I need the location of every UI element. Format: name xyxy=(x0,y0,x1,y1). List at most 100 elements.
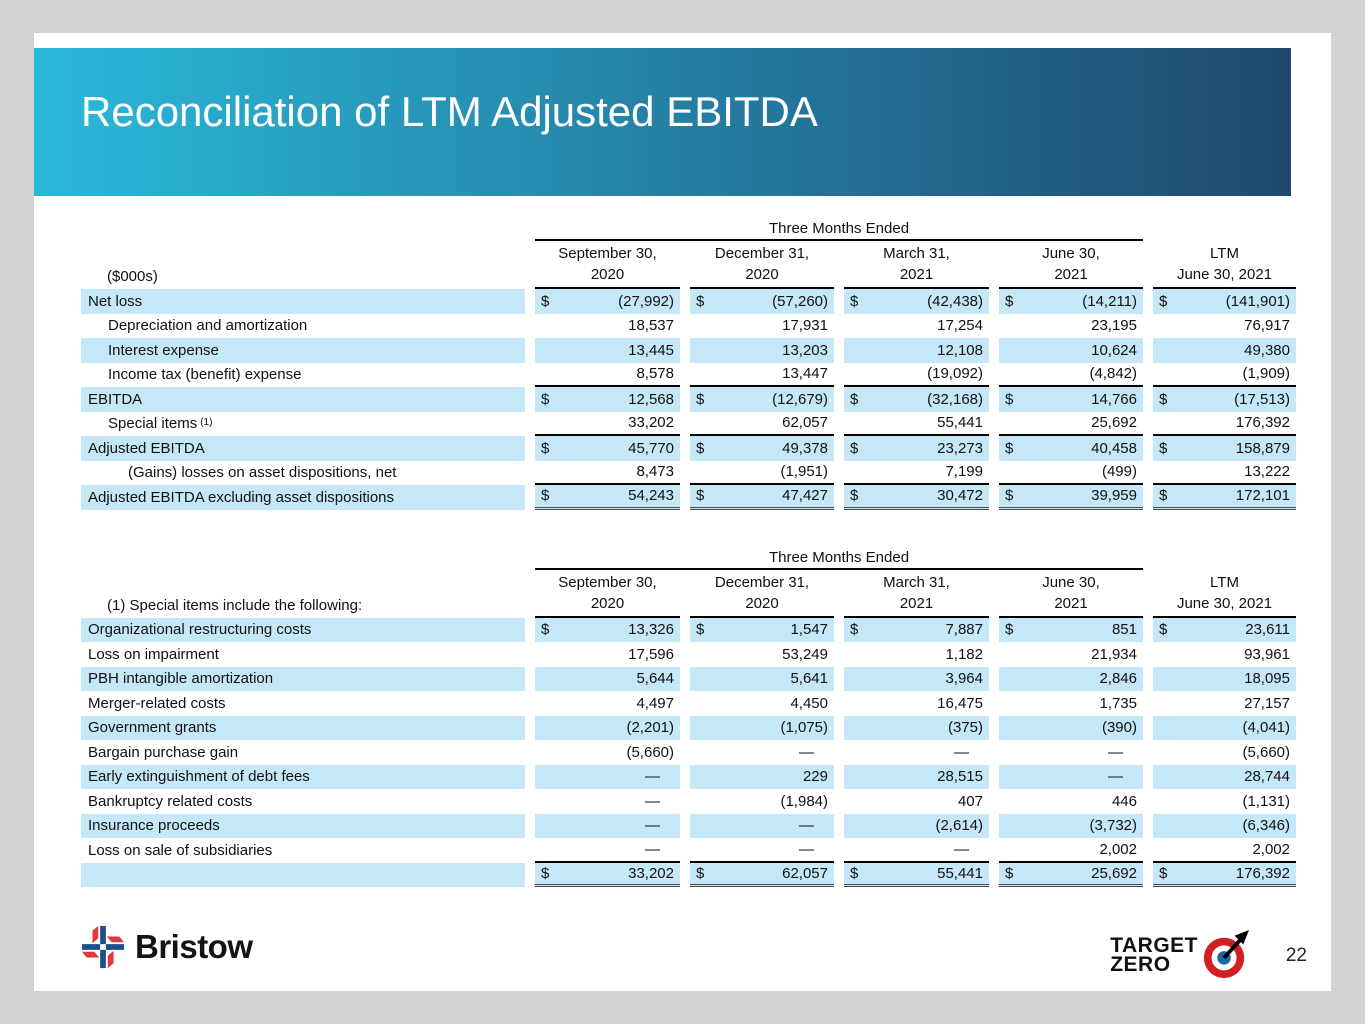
value-cell: 18,537 xyxy=(535,314,680,339)
row-label: Loss on sale of subsidiaries xyxy=(81,838,525,863)
value-text: 3,964 xyxy=(945,670,983,688)
value-text: (1,909) xyxy=(1242,365,1290,383)
column-header-line1: June 30, xyxy=(1042,245,1100,262)
dollar-sign: $ xyxy=(1005,487,1014,505)
value-cell: $23,273 xyxy=(844,436,989,461)
value-cell: — xyxy=(844,838,989,863)
table-header-columns-row: ($000s) September 30, 2020 December 31, 2020… xyxy=(81,241,1296,289)
table-row: Interest expense 13,445 13,203 12,108 10,624… xyxy=(81,338,1296,363)
value-cell: 21,934 xyxy=(999,642,1143,667)
value-text: 23,195 xyxy=(1091,317,1137,335)
value-text: 13,203 xyxy=(782,341,828,359)
value-text: — xyxy=(954,743,969,761)
table-row: Organizational restructuring costs $13,32… xyxy=(81,617,1296,642)
target-zero-line2: ZERO xyxy=(1110,953,1171,976)
column-header: December 31, 2020 xyxy=(690,570,834,618)
value-text: 13,447 xyxy=(782,365,828,383)
value-text: 28,515 xyxy=(937,768,983,786)
value-text: — xyxy=(645,840,660,858)
value-text: — xyxy=(799,840,814,858)
value-cell: 13,445 xyxy=(535,338,680,363)
target-zero-wordmark: TARGET ZERO xyxy=(1110,935,1198,976)
value-text: 5,641 xyxy=(790,670,828,688)
value-text: (1,075) xyxy=(780,719,828,737)
value-text: 53,249 xyxy=(782,645,828,663)
column-header-line1: LTM xyxy=(1210,573,1239,591)
value-text: 2,002 xyxy=(1252,840,1290,858)
value-text: (1,131) xyxy=(1242,792,1290,810)
value-cell: $23,611 xyxy=(1153,617,1296,642)
value-cell: 17,254 xyxy=(844,314,989,339)
dollar-sign: $ xyxy=(1159,439,1168,457)
table-header-span-row: Three Months Ended xyxy=(81,218,1296,241)
row-label: Interest expense xyxy=(81,338,525,363)
column-header-line1: September 30, xyxy=(558,245,657,262)
value-cell: 23,195 xyxy=(999,314,1143,339)
dollar-sign: $ xyxy=(850,864,859,882)
value-text: 7,199 xyxy=(945,463,983,481)
row-label-text: Net loss xyxy=(88,292,143,310)
value-text: (499) xyxy=(1101,463,1137,481)
ebitda-reconciliation-table: Three Months Ended ($000s) September 30, 20… xyxy=(81,218,1296,510)
dollar-sign: $ xyxy=(1005,864,1014,882)
value-text: 62,057 xyxy=(782,414,828,432)
table-row: (Gains) losses on asset dispositions, ne… xyxy=(81,461,1296,485)
row-label-text: (Gains) losses on asset dispositions, ne… xyxy=(128,464,397,482)
dollar-sign: $ xyxy=(541,621,550,639)
value-cell: 4,497 xyxy=(535,691,680,716)
table-row: EBITDA $12,568 $ (12,679) $ (32,168) $14,766 $(… xyxy=(81,387,1296,412)
column-header-line1: December 31, xyxy=(714,573,810,591)
value-cell: $ (17,513) xyxy=(1153,387,1296,412)
value-text: (1,984) xyxy=(780,792,828,810)
value-text: 158,879 xyxy=(1235,439,1290,457)
value-text: 16,475 xyxy=(937,694,983,712)
row-label-text: Income tax (benefit) expense xyxy=(108,366,302,384)
page-number: 22 xyxy=(1285,945,1307,966)
value-text: 2,846 xyxy=(1099,670,1137,688)
row-label-text: Adjusted EBITDA excluding asset disposit… xyxy=(88,488,394,506)
value-text: 1,182 xyxy=(945,645,983,663)
value-text: 49,378 xyxy=(782,439,828,457)
value-cell: 27,157 xyxy=(1153,691,1296,716)
row-label-text: Bankruptcy related costs xyxy=(88,792,253,810)
row-label-text: Loss on impairment xyxy=(88,645,219,663)
row-label-text: Government grants xyxy=(88,719,217,737)
dollar-sign: $ xyxy=(696,487,705,505)
table-row: Income tax (benefit) expense 8,578 13,447 (… xyxy=(81,363,1296,387)
value-text: 446 xyxy=(1111,792,1137,810)
value-cell: 8,578 xyxy=(535,363,680,387)
value-text: — xyxy=(799,817,814,835)
row-label xyxy=(81,862,525,887)
table-row: Depreciation and amortization 18,537 17,93… xyxy=(81,314,1296,339)
dollar-sign: $ xyxy=(1005,390,1014,408)
row-label: Depreciation and amortization xyxy=(81,314,525,339)
value-cell: (1,131) xyxy=(1153,789,1296,814)
table-row: Bargain purchase gain (5,660) — — — (5,660) xyxy=(81,740,1296,765)
value-text: — xyxy=(645,768,660,786)
value-text: (42,438) xyxy=(927,292,983,310)
value-cell: $39,959 xyxy=(999,485,1143,510)
dollar-sign: $ xyxy=(1159,864,1168,882)
row-label: Organizational restructuring costs xyxy=(81,617,525,642)
value-cell: 5,644 xyxy=(535,666,680,691)
value-text: (14,211) xyxy=(1082,292,1137,310)
value-cell: (5,660) xyxy=(535,740,680,765)
row-label: Government grants xyxy=(81,715,525,740)
value-text: 10,624 xyxy=(1091,341,1137,359)
value-cell: (1,909) xyxy=(1153,363,1296,387)
row-label: Adjusted EBITDA xyxy=(81,436,525,461)
value-cell: (1,075) xyxy=(690,715,834,740)
value-text: 4,450 xyxy=(790,694,828,712)
value-text: 27,157 xyxy=(1244,694,1290,712)
value-cell: (4,041) xyxy=(1153,715,1296,740)
value-text: (2,614) xyxy=(935,817,983,835)
value-text: 229 xyxy=(802,768,828,786)
value-cell: $176,392 xyxy=(1153,862,1296,887)
value-cell: 3,964 xyxy=(844,666,989,691)
value-cell: (390) xyxy=(999,715,1143,740)
column-header-line1: June 30, xyxy=(1042,573,1100,591)
row-label: Insurance proceeds xyxy=(81,813,525,838)
value-text: 18,537 xyxy=(628,317,674,335)
value-cell: 2,846 xyxy=(999,666,1143,691)
